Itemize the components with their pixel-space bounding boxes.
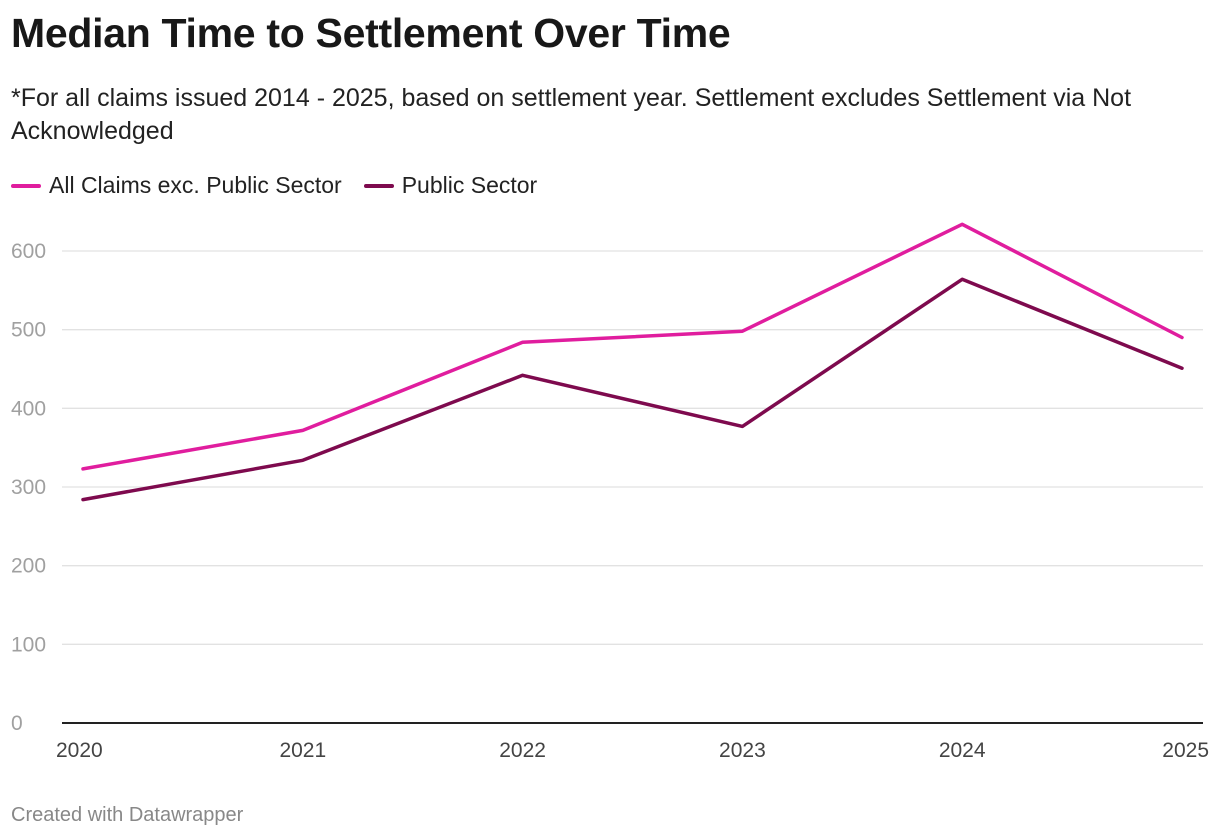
- y-tick-label: 100: [11, 633, 46, 656]
- x-tick-label: 2023: [719, 739, 766, 762]
- y-tick-label: 600: [11, 240, 46, 263]
- chart-subtitle: *For all claims issued 2014 - 2025, base…: [11, 84, 1132, 145]
- legend-item-public-sector: Public Sector: [363, 172, 538, 199]
- legend-item-all-claims: All Claims exc. Public Sector: [11, 172, 342, 199]
- x-tick-label: 2020: [56, 739, 103, 762]
- footer-credit: Created with Datawrapper: [11, 804, 244, 826]
- x-tick-label: 2025: [1162, 739, 1209, 762]
- legend-swatch-all-claims: [11, 183, 41, 188]
- y-tick-label: 200: [11, 555, 46, 578]
- series-lines: [81, 222, 1184, 502]
- x-axis-ticks: 2020 2021 2022 2023 2024 2025: [56, 739, 1209, 762]
- gridlines: [62, 250, 1203, 724]
- y-tick-label: 0: [11, 712, 23, 735]
- y-axis-ticks: 0 100 200 300 400 500 600: [11, 240, 46, 735]
- chart-title: Median Time to Settlement Over Time: [11, 10, 731, 56]
- legend-swatch-public-sector: [363, 183, 394, 188]
- x-tick-label: 2024: [939, 739, 986, 762]
- legend-label-all-claims: All Claims exc. Public Sector: [49, 172, 342, 198]
- y-tick-label: 500: [11, 319, 46, 342]
- x-tick-label: 2021: [279, 739, 326, 762]
- legend: All Claims exc. Public Sector Public Sec…: [11, 172, 537, 199]
- y-tick-label: 400: [11, 397, 46, 420]
- legend-label-public-sector: Public Sector: [401, 172, 538, 198]
- x-tick-label: 2022: [499, 739, 546, 762]
- series-line-all-claims: [81, 222, 1184, 471]
- y-tick-label: 300: [11, 476, 46, 499]
- series-line-public-sector: [81, 277, 1184, 502]
